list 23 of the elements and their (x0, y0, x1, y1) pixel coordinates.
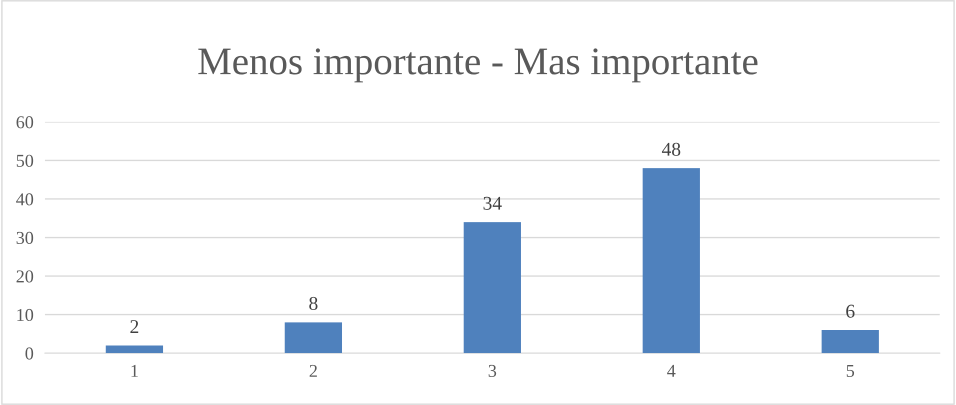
x-tick-label: 3 (488, 364, 496, 377)
y-tick-label: 30 (16, 232, 34, 244)
bar (106, 345, 164, 354)
x-tick-label: 2 (310, 364, 317, 377)
bar (284, 322, 342, 354)
bar (822, 330, 879, 354)
data-label: 8 (309, 296, 318, 310)
x-tick-label: 1 (131, 364, 138, 377)
y-tick-label: 50 (16, 154, 34, 167)
y-tick-label: 10 (17, 308, 34, 322)
chart-title: Menos importante - Mas importante (198, 48, 758, 82)
data-label: 6 (846, 304, 855, 318)
bar (464, 222, 521, 354)
data-label: 2 (130, 320, 138, 333)
data-label: 48 (662, 142, 680, 156)
x-tick-label: 4 (667, 364, 676, 377)
data-label: 34 (484, 196, 502, 210)
x-tick-label: 5 (846, 364, 854, 377)
bar (642, 168, 700, 354)
y-tick-label: 60 (16, 116, 34, 128)
y-tick-label: 20 (16, 270, 34, 283)
y-tick-label: 0 (25, 347, 34, 360)
y-tick-label: 40 (16, 193, 34, 206)
